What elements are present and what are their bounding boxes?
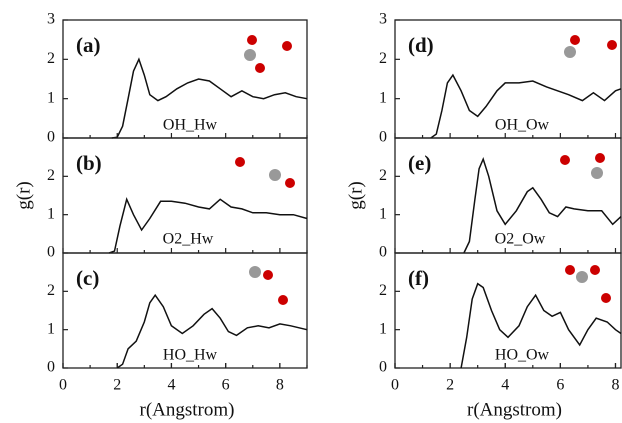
y-axis-label: g(r) bbox=[345, 181, 366, 209]
x-tick-label: 8 bbox=[611, 377, 619, 394]
y-tick-label: 2 bbox=[47, 282, 55, 299]
x-tick-label: 0 bbox=[391, 377, 399, 394]
x-tick-label: 6 bbox=[222, 377, 230, 394]
y-axis-label: g(r) bbox=[13, 181, 34, 209]
atom bbox=[244, 49, 256, 61]
y-tick-label: 1 bbox=[47, 205, 55, 222]
y-tick-label: 2 bbox=[379, 50, 387, 67]
atom bbox=[576, 271, 588, 283]
panel-label: (a) bbox=[76, 33, 101, 57]
atom bbox=[247, 35, 257, 45]
atom bbox=[278, 295, 288, 305]
x-tick-label: 4 bbox=[167, 377, 175, 394]
atom bbox=[591, 167, 603, 179]
series-name: HO_Ow bbox=[495, 347, 550, 364]
series-name: HO_Hw bbox=[163, 347, 218, 364]
x-tick-label: 8 bbox=[276, 377, 284, 394]
y-tick-label: 0 bbox=[47, 359, 55, 376]
atom bbox=[255, 63, 265, 73]
atom bbox=[565, 265, 575, 275]
x-tick-label: 2 bbox=[113, 377, 121, 394]
atom bbox=[282, 41, 292, 51]
y-tick-label: 0 bbox=[379, 244, 387, 261]
panel-label: (f) bbox=[408, 266, 429, 290]
atom bbox=[269, 169, 281, 181]
atom bbox=[263, 270, 273, 280]
x-axis-label: r(Angstrom) bbox=[467, 399, 562, 420]
atom bbox=[560, 155, 570, 165]
atom bbox=[249, 266, 261, 278]
y-tick-label: 2 bbox=[47, 50, 55, 67]
page: {"chart_data": [ {"type": "line", "panel… bbox=[0, 0, 622, 423]
panel-label: (d) bbox=[408, 33, 434, 57]
series-name: O2_Ow bbox=[495, 231, 546, 248]
x-tick-label: 6 bbox=[556, 377, 564, 394]
x-axis-label: r(Angstrom) bbox=[140, 399, 235, 420]
y-tick-label: 1 bbox=[379, 205, 387, 222]
panel-label: (c) bbox=[76, 266, 99, 290]
y-tick-label: 1 bbox=[47, 320, 55, 337]
y-tick-label: 0 bbox=[47, 129, 55, 146]
y-tick-label: 1 bbox=[379, 89, 387, 106]
x-tick-label: 4 bbox=[501, 377, 509, 394]
atom bbox=[564, 46, 576, 58]
series-name: OH_Hw bbox=[163, 117, 218, 134]
atom bbox=[601, 293, 611, 303]
atom bbox=[285, 178, 295, 188]
panel-label: (e) bbox=[408, 151, 431, 175]
y-tick-label: 1 bbox=[47, 89, 55, 106]
atom bbox=[235, 157, 245, 167]
y-tick-label: 0 bbox=[47, 244, 55, 261]
panel-label: (b) bbox=[76, 151, 102, 175]
atom bbox=[590, 265, 600, 275]
y-tick-label: 2 bbox=[379, 167, 387, 184]
atom bbox=[570, 35, 580, 45]
figure: 0 1 2 3 (a) OH_Hw 0 1 2 (b) O2_Hw g(r) 0 1 2 0 2 4 6 8 (c) HO… bbox=[0, 0, 622, 423]
x-tick-label: 2 bbox=[446, 377, 454, 394]
y-tick-label: 0 bbox=[379, 359, 387, 376]
y-tick-label: 0 bbox=[379, 129, 387, 146]
series-name: O2_Hw bbox=[163, 231, 214, 248]
atom bbox=[595, 153, 605, 163]
y-tick-label: 2 bbox=[379, 282, 387, 299]
y-tick-label: 3 bbox=[379, 11, 387, 28]
y-tick-label: 1 bbox=[379, 320, 387, 337]
y-tick-label: 3 bbox=[47, 11, 55, 28]
x-tick-label: 0 bbox=[59, 377, 67, 394]
series-name: OH_Ow bbox=[495, 117, 550, 134]
y-tick-label: 2 bbox=[47, 167, 55, 184]
atom bbox=[607, 40, 617, 50]
